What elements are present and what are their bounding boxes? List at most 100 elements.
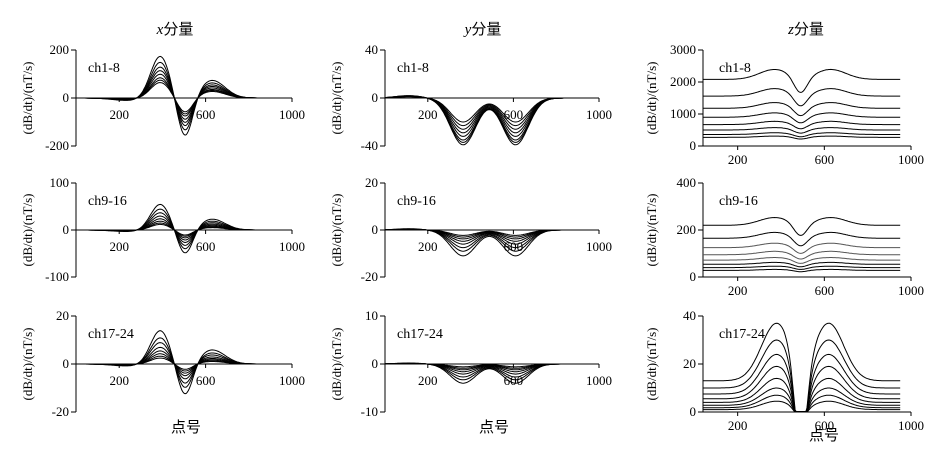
ytick-label-x2: 0 bbox=[63, 222, 70, 237]
series-line-z1-4 bbox=[703, 112, 901, 124]
xtick-label-y3: 1000 bbox=[586, 373, 612, 388]
ytick-label-z3: 20 bbox=[683, 356, 696, 371]
series-line-x1-8 bbox=[76, 82, 292, 113]
panel-x3: -20 0 20 200 600 1000 (dB/dt)/(nT/s) ch17-24 bbox=[20, 308, 305, 419]
ytick-label-x2: 100 bbox=[50, 175, 70, 190]
series-line-z1-6 bbox=[703, 127, 901, 134]
series-line-x1-5 bbox=[76, 73, 292, 120]
channel-label-z3: ch17-24 bbox=[719, 327, 765, 342]
xtick-label-z2: 600 bbox=[815, 283, 835, 298]
series-line-y3-8 bbox=[385, 363, 599, 368]
ytick-label-x3: 0 bbox=[63, 356, 70, 371]
series-line-z2-2 bbox=[703, 231, 901, 247]
xtick-label-x2: 200 bbox=[109, 239, 129, 254]
series-line-z1-3 bbox=[703, 102, 901, 117]
ylabel-y3: (dB/dt)/(nT/s) bbox=[329, 328, 344, 401]
ylabel-y2: (dB/dt)/(nT/s) bbox=[329, 194, 344, 267]
xtick-label-z3: 200 bbox=[728, 418, 748, 433]
xtick-label-x1: 200 bbox=[109, 107, 129, 122]
series-line-z2-3 bbox=[703, 242, 901, 254]
ytick-label-z1: 3000 bbox=[670, 42, 696, 57]
series-line-x3-6 bbox=[76, 353, 292, 374]
series-line-z3-8 bbox=[703, 400, 901, 412]
ytick-label-x3: 20 bbox=[56, 308, 69, 323]
ylabel-z2: (dB/dt)/(nT/s) bbox=[644, 194, 659, 267]
panel-y3: -10 0 10 200 600 1000 (dB/dt)/(nT/s) ch17-24 bbox=[329, 308, 612, 419]
xtick-label-x1: 600 bbox=[196, 107, 216, 122]
ytick-label-y3: -10 bbox=[361, 404, 378, 419]
panel-z1: 0 1000 2000 3000 200 600 1000 (dB/dt)/(nT/s) ch1… bbox=[644, 42, 924, 167]
ytick-label-y3: 0 bbox=[372, 356, 379, 371]
series-line-z2-1 bbox=[703, 216, 901, 236]
ylabel-z1: (dB/dt)/(nT/s) bbox=[644, 62, 659, 135]
ytick-label-x3: -20 bbox=[52, 404, 69, 419]
panel-x2: -100 0 100 200 600 1000 (dB/dt)/(nT/s) ch9-16 bbox=[20, 175, 305, 284]
ytick-label-y1: 40 bbox=[365, 42, 378, 57]
xtick-label-z1: 600 bbox=[815, 152, 835, 167]
ytick-label-x1: 0 bbox=[63, 90, 70, 105]
series-line-x2-8 bbox=[76, 223, 292, 236]
series-line-z1-1 bbox=[703, 68, 901, 93]
xtick-label-y1: 200 bbox=[418, 107, 438, 122]
series-line-x1-7 bbox=[76, 79, 292, 115]
ytick-label-z2: 200 bbox=[677, 222, 697, 237]
xtick-label-y1: 1000 bbox=[586, 107, 612, 122]
channel-label-y2: ch9-16 bbox=[397, 194, 436, 209]
series-line-x3-2 bbox=[76, 337, 292, 388]
ytick-label-z2: 0 bbox=[690, 269, 697, 284]
xtick-label-x3: 200 bbox=[109, 373, 129, 388]
ytick-label-z1: 1000 bbox=[670, 106, 696, 121]
xtick-label-z2: 1000 bbox=[898, 283, 924, 298]
xtick-label-y2: 1000 bbox=[586, 239, 612, 254]
ytick-label-x2: -100 bbox=[45, 269, 69, 284]
col-title-x: x分量 bbox=[156, 21, 194, 38]
series-line-z1-2 bbox=[703, 88, 901, 107]
xtick-label-x2: 1000 bbox=[279, 239, 305, 254]
series-line-z1-7 bbox=[703, 132, 901, 138]
series-line-y2-8 bbox=[385, 229, 599, 236]
xtick-label-z1: 200 bbox=[728, 152, 748, 167]
xtick-label-y2: 200 bbox=[418, 239, 438, 254]
ytick-label-y1: 0 bbox=[372, 90, 379, 105]
series-line-x3-5 bbox=[76, 350, 292, 377]
ytick-label-z1: 2000 bbox=[670, 74, 696, 89]
series-line-z2-5 bbox=[703, 257, 901, 264]
ytick-label-z3: 40 bbox=[683, 308, 696, 323]
series-line-x2-4 bbox=[76, 215, 292, 244]
series-line-x1-6 bbox=[76, 77, 292, 117]
panel-x1: -200 0 200 200 600 1000 (dB/dt)/(nT/s) ch1-8 bbox=[20, 42, 305, 153]
ylabel-x2: (dB/dt)/(nT/s) bbox=[20, 194, 35, 267]
channel-label-x3: ch17-24 bbox=[88, 327, 134, 342]
series-line-x1-4 bbox=[76, 70, 292, 123]
xtick-label-z1: 1000 bbox=[898, 152, 924, 167]
series-line-z2-4 bbox=[703, 250, 901, 260]
col-title-y: y分量 bbox=[463, 21, 502, 38]
ytick-label-z3: 0 bbox=[690, 404, 697, 419]
series-line-z2-7 bbox=[703, 265, 901, 270]
series-line-y1-8 bbox=[384, 96, 599, 123]
xlabel-col-z: 点号 bbox=[809, 427, 839, 444]
channel-label-z1: ch1-8 bbox=[719, 61, 751, 76]
xtick-label-y3: 600 bbox=[504, 373, 524, 388]
ytick-label-y2: -20 bbox=[361, 269, 378, 284]
ytick-label-y3: 10 bbox=[365, 308, 378, 323]
series-line-x2-3 bbox=[76, 212, 292, 246]
xtick-label-z2: 200 bbox=[728, 283, 748, 298]
xtick-label-x1: 1000 bbox=[279, 107, 305, 122]
series-line-z1-8 bbox=[703, 135, 901, 140]
series-line-z3-5 bbox=[703, 377, 901, 412]
channel-label-y1: ch1-8 bbox=[397, 61, 429, 76]
xtick-label-z3: 1000 bbox=[898, 418, 924, 433]
ytick-label-y1: -40 bbox=[361, 138, 378, 153]
xtick-label-x3: 1000 bbox=[279, 373, 305, 388]
col-title-z: z分量 bbox=[787, 21, 824, 38]
ylabel-y1: (dB/dt)/(nT/s) bbox=[329, 62, 344, 135]
channel-label-y3: ch17-24 bbox=[397, 327, 443, 342]
series-line-x3-4 bbox=[76, 346, 292, 380]
channel-label-z2: ch9-16 bbox=[719, 194, 758, 209]
ytick-label-x1: -200 bbox=[45, 138, 69, 153]
